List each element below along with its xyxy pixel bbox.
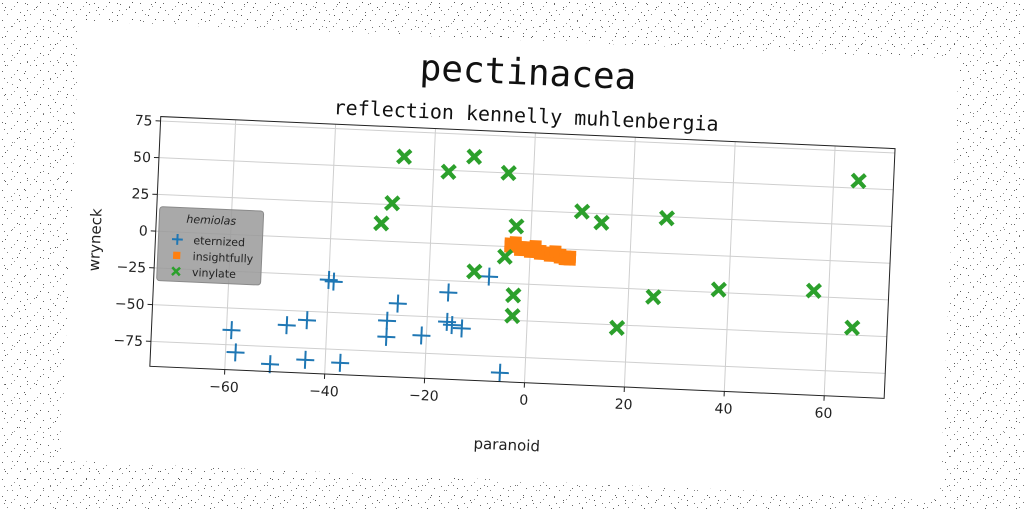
point-vinylate <box>373 215 390 232</box>
series-insightfully <box>504 236 577 266</box>
point-vinylate <box>396 148 413 165</box>
x-tick-label: 60 <box>814 405 833 422</box>
ticks: −60 −40 −20 0 20 40 60 −75 −50 −25 0 25 50 75 <box>113 113 833 422</box>
axes-frame <box>149 116 896 399</box>
y-gridline <box>157 193 892 227</box>
y-tick-label: −25 <box>116 259 146 276</box>
point-eternized <box>480 267 499 286</box>
point-vinylate <box>710 281 727 298</box>
point-vinylate <box>805 282 822 299</box>
y-axis-label: wryneck <box>85 208 106 272</box>
point-vinylate <box>850 172 867 190</box>
legend-label-vinylate: vinylate <box>192 266 237 281</box>
x-axis-label: paranoid <box>473 435 540 456</box>
series-eternized <box>222 267 509 382</box>
point-vinylate <box>608 319 626 337</box>
y-tick-label: 25 <box>131 186 150 203</box>
legend-label-insightfully: insightfully <box>192 250 254 266</box>
y-tick-label: 50 <box>133 150 152 167</box>
point-vinylate <box>658 209 676 227</box>
y-gridline <box>154 267 889 301</box>
legend-label-eternized: eternized <box>193 234 245 249</box>
legend-box <box>156 206 265 286</box>
legend-marker-vinylate <box>171 266 181 277</box>
y-tick-label: −75 <box>113 333 143 350</box>
point-eternized <box>226 343 245 362</box>
y-gridline <box>150 340 886 374</box>
point-vinylate <box>500 164 517 182</box>
point-vinylate <box>440 163 457 181</box>
point-vinylate <box>496 248 514 265</box>
point-eternized <box>331 353 350 372</box>
point-insightfully <box>529 239 542 253</box>
chart-title: pectinacea <box>419 48 637 98</box>
point-eternized <box>439 283 458 302</box>
legend-title: hemiolas <box>186 213 237 228</box>
point-eternized <box>297 311 317 330</box>
point-eternized <box>490 363 509 382</box>
point-vinylate <box>466 148 483 165</box>
series-vinylate <box>373 148 867 337</box>
data-marks <box>222 148 867 382</box>
point-eternized <box>378 311 397 330</box>
point-vinylate <box>466 263 483 280</box>
point-vinylate <box>508 218 525 235</box>
y-tick-label: 75 <box>134 113 153 130</box>
legend-marker-insightfully <box>172 251 181 260</box>
point-vinylate <box>504 307 521 325</box>
x-tick-label: 0 <box>519 392 529 408</box>
point-eternized <box>388 294 407 313</box>
grid <box>150 119 895 396</box>
point-eternized <box>442 315 461 335</box>
x-tick-label: 40 <box>714 401 733 418</box>
point-eternized <box>377 327 396 346</box>
point-eternized <box>452 319 471 338</box>
point-eternized <box>296 350 315 369</box>
y-tick-label: −50 <box>115 296 145 313</box>
point-insightfully <box>558 253 572 266</box>
plot-border <box>149 116 896 399</box>
point-eternized <box>412 326 431 345</box>
x-tick-label: 20 <box>614 397 633 414</box>
x-tick-label: −60 <box>209 379 239 396</box>
point-vinylate <box>505 287 522 304</box>
figure: pectinacea reflection kennelly muhlenber… <box>60 20 960 499</box>
point-vinylate <box>843 319 861 336</box>
y-tick-label: 0 <box>138 223 148 239</box>
point-vinylate <box>593 214 610 231</box>
point-eternized <box>277 316 296 335</box>
point-vinylate <box>383 194 401 212</box>
point-eternized <box>222 321 241 340</box>
plot-area <box>149 116 896 399</box>
point-insightfully <box>509 236 522 249</box>
point-eternized <box>324 272 343 291</box>
point-eternized <box>261 355 280 374</box>
x-tick-label: −40 <box>309 383 339 400</box>
y-gridline <box>160 120 895 154</box>
y-gridline <box>152 304 887 338</box>
x-tick-label: −20 <box>409 388 439 405</box>
y-gridline <box>158 157 894 191</box>
plot-background <box>149 116 896 399</box>
point-insightfully <box>548 245 562 258</box>
legend-marker-eternized <box>171 233 183 245</box>
point-vinylate <box>573 203 591 220</box>
point-vinylate <box>645 288 662 306</box>
